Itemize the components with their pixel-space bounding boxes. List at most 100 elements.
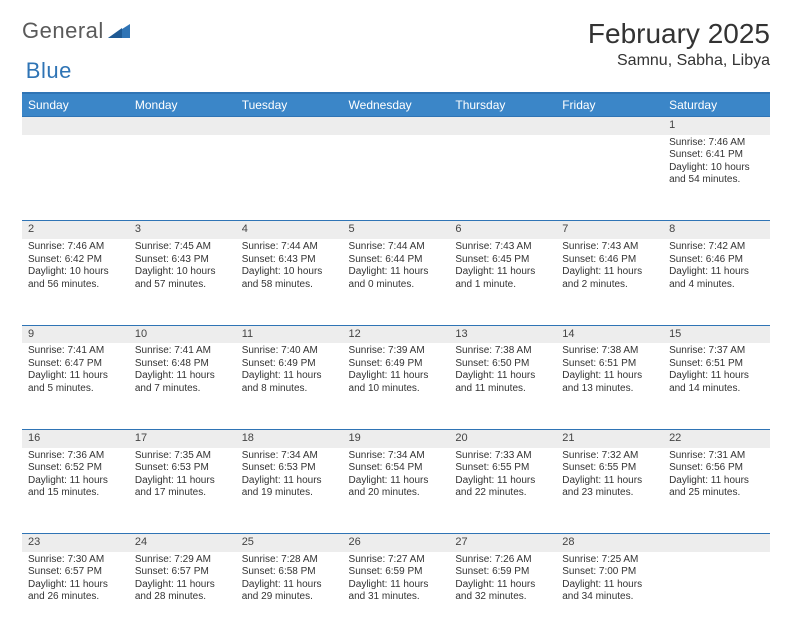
day-text: Sunrise: 7:44 AMSunset: 6:43 PMDaylight:… — [236, 239, 343, 295]
daylight-line: Daylight: 11 hours and 23 minutes. — [562, 475, 657, 500]
sunrise-line: Sunrise: 7:46 AM — [28, 241, 123, 254]
daylight-line: Daylight: 11 hours and 8 minutes. — [242, 370, 337, 395]
daylight-line: Daylight: 11 hours and 31 minutes. — [349, 579, 444, 604]
daynum-cell: 23 — [22, 534, 129, 552]
dayhdr-tue: Tuesday — [236, 94, 343, 117]
daylight-line: Daylight: 10 hours and 56 minutes. — [28, 266, 123, 291]
dayhdr-sun: Sunday — [22, 94, 129, 117]
daynum-cell — [129, 117, 236, 135]
sunset-line: Sunset: 6:53 PM — [135, 462, 230, 475]
sunrise-line: Sunrise: 7:44 AM — [349, 241, 444, 254]
day-text: Sunrise: 7:30 AMSunset: 6:57 PMDaylight:… — [22, 552, 129, 608]
day-text: Sunrise: 7:34 AMSunset: 6:54 PMDaylight:… — [343, 448, 450, 504]
day-cell: Sunrise: 7:30 AMSunset: 6:57 PMDaylight:… — [22, 552, 129, 638]
day-number: 9 — [22, 326, 129, 344]
day-number: 8 — [663, 221, 770, 239]
daylight-line: Daylight: 11 hours and 5 minutes. — [28, 370, 123, 395]
day-cell — [449, 135, 556, 221]
day-number: 7 — [556, 221, 663, 239]
daylight-line: Daylight: 11 hours and 15 minutes. — [28, 475, 123, 500]
day-number: 24 — [129, 534, 236, 552]
day-number — [129, 117, 236, 121]
day-cell — [343, 135, 450, 221]
day-number: 12 — [343, 326, 450, 344]
sunrise-line: Sunrise: 7:32 AM — [562, 450, 657, 463]
sunset-line: Sunset: 7:00 PM — [562, 566, 657, 579]
sunrise-line: Sunrise: 7:46 AM — [669, 137, 764, 150]
day-number: 18 — [236, 430, 343, 448]
day-number: 3 — [129, 221, 236, 239]
sunrise-line: Sunrise: 7:39 AM — [349, 345, 444, 358]
daynum-cell: 19 — [343, 429, 450, 447]
sunrise-line: Sunrise: 7:38 AM — [562, 345, 657, 358]
sunset-line: Sunset: 6:48 PM — [135, 358, 230, 371]
daynum-cell: 6 — [449, 221, 556, 239]
sunset-line: Sunset: 6:41 PM — [669, 149, 764, 162]
day-cell: Sunrise: 7:32 AMSunset: 6:55 PMDaylight:… — [556, 448, 663, 534]
day-cell: Sunrise: 7:42 AMSunset: 6:46 PMDaylight:… — [663, 239, 770, 325]
day-cell: Sunrise: 7:26 AMSunset: 6:59 PMDaylight:… — [449, 552, 556, 638]
daynum-cell: 9 — [22, 325, 129, 343]
daynum-cell — [236, 117, 343, 135]
sunrise-line: Sunrise: 7:28 AM — [242, 554, 337, 567]
daylight-line: Daylight: 10 hours and 54 minutes. — [669, 162, 764, 187]
sunrise-line: Sunrise: 7:33 AM — [455, 450, 550, 463]
day-number: 25 — [236, 534, 343, 552]
day-number: 16 — [22, 430, 129, 448]
daynum-cell: 26 — [343, 534, 450, 552]
day-number — [343, 117, 450, 121]
day-text: Sunrise: 7:25 AMSunset: 7:00 PMDaylight:… — [556, 552, 663, 608]
daynum-cell: 12 — [343, 325, 450, 343]
week-content-row: Sunrise: 7:36 AMSunset: 6:52 PMDaylight:… — [22, 448, 770, 534]
day-cell: Sunrise: 7:45 AMSunset: 6:43 PMDaylight:… — [129, 239, 236, 325]
day-text: Sunrise: 7:43 AMSunset: 6:46 PMDaylight:… — [556, 239, 663, 295]
sunset-line: Sunset: 6:47 PM — [28, 358, 123, 371]
dayhdr-thu: Thursday — [449, 94, 556, 117]
day-text: Sunrise: 7:31 AMSunset: 6:56 PMDaylight:… — [663, 448, 770, 504]
sunset-line: Sunset: 6:49 PM — [242, 358, 337, 371]
daynum-cell: 17 — [129, 429, 236, 447]
day-text: Sunrise: 7:42 AMSunset: 6:46 PMDaylight:… — [663, 239, 770, 295]
day-text: Sunrise: 7:40 AMSunset: 6:49 PMDaylight:… — [236, 343, 343, 399]
day-number — [449, 117, 556, 121]
day-text: Sunrise: 7:35 AMSunset: 6:53 PMDaylight:… — [129, 448, 236, 504]
daylight-line: Daylight: 11 hours and 34 minutes. — [562, 579, 657, 604]
day-number: 11 — [236, 326, 343, 344]
day-number: 22 — [663, 430, 770, 448]
sunset-line: Sunset: 6:49 PM — [349, 358, 444, 371]
sunrise-line: Sunrise: 7:41 AM — [28, 345, 123, 358]
day-text: Sunrise: 7:46 AMSunset: 6:41 PMDaylight:… — [663, 135, 770, 191]
location: Samnu, Sabha, Libya — [588, 52, 770, 70]
sunset-line: Sunset: 6:50 PM — [455, 358, 550, 371]
daylight-line: Daylight: 11 hours and 28 minutes. — [135, 579, 230, 604]
week-content-row: Sunrise: 7:41 AMSunset: 6:47 PMDaylight:… — [22, 343, 770, 429]
sunrise-line: Sunrise: 7:41 AM — [135, 345, 230, 358]
sunrise-line: Sunrise: 7:36 AM — [28, 450, 123, 463]
day-cell: Sunrise: 7:28 AMSunset: 6:58 PMDaylight:… — [236, 552, 343, 638]
daynum-cell: 10 — [129, 325, 236, 343]
day-text: Sunrise: 7:41 AMSunset: 6:48 PMDaylight:… — [129, 343, 236, 399]
dayhdr-sat: Saturday — [663, 94, 770, 117]
calendar-table: Sunday Monday Tuesday Wednesday Thursday… — [22, 94, 770, 638]
daynum-cell — [343, 117, 450, 135]
day-number: 27 — [449, 534, 556, 552]
daylight-line: Daylight: 11 hours and 2 minutes. — [562, 266, 657, 291]
day-cell: Sunrise: 7:34 AMSunset: 6:54 PMDaylight:… — [343, 448, 450, 534]
daynum-cell: 11 — [236, 325, 343, 343]
day-cell — [22, 135, 129, 221]
day-header-row: Sunday Monday Tuesday Wednesday Thursday… — [22, 94, 770, 117]
sunrise-line: Sunrise: 7:31 AM — [669, 450, 764, 463]
day-number: 4 — [236, 221, 343, 239]
day-text: Sunrise: 7:26 AMSunset: 6:59 PMDaylight:… — [449, 552, 556, 608]
day-cell: Sunrise: 7:34 AMSunset: 6:53 PMDaylight:… — [236, 448, 343, 534]
day-text: Sunrise: 7:36 AMSunset: 6:52 PMDaylight:… — [22, 448, 129, 504]
daynum-cell — [449, 117, 556, 135]
sunset-line: Sunset: 6:43 PM — [242, 254, 337, 267]
sunrise-line: Sunrise: 7:30 AM — [28, 554, 123, 567]
day-text: Sunrise: 7:41 AMSunset: 6:47 PMDaylight:… — [22, 343, 129, 399]
daylight-line: Daylight: 11 hours and 17 minutes. — [135, 475, 230, 500]
day-text: Sunrise: 7:32 AMSunset: 6:55 PMDaylight:… — [556, 448, 663, 504]
sunrise-line: Sunrise: 7:25 AM — [562, 554, 657, 567]
week-number-row: 2345678 — [22, 221, 770, 239]
day-text: Sunrise: 7:34 AMSunset: 6:53 PMDaylight:… — [236, 448, 343, 504]
